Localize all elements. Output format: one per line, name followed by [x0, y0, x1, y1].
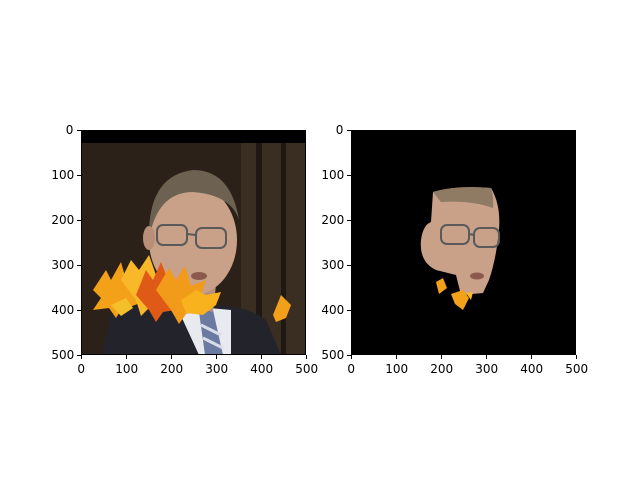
x-tick-mark [575, 355, 577, 359]
y-tick-mark [347, 174, 351, 176]
x-tick-mark [395, 355, 397, 359]
x-tick-label: 0 [77, 362, 86, 376]
y-tick-mark [347, 264, 351, 266]
y-tick-label: 400 [321, 303, 345, 317]
y-tick-mark [347, 309, 351, 311]
x-tick-label: 500 [565, 362, 589, 376]
y-tick-label: 300 [51, 258, 75, 272]
y-tick-label: 500 [321, 348, 345, 362]
image-left-panel [81, 130, 306, 355]
x-tick-label: 500 [295, 362, 319, 376]
x-tick-mark [485, 355, 487, 359]
x-tick-mark [440, 355, 442, 359]
x-tick-mark [125, 355, 127, 359]
x-tick-label: 400 [520, 362, 544, 376]
y-tick-mark [77, 219, 81, 221]
y-tick-mark [347, 129, 351, 131]
y-tick-mark [77, 129, 81, 131]
x-tick-label: 0 [347, 362, 356, 376]
leaf-cluster-left [93, 255, 221, 324]
y-tick-label: 500 [51, 348, 75, 362]
x-tick-mark [80, 355, 82, 359]
y-tick-mark [347, 219, 351, 221]
portrait-with-leaves-image [81, 130, 306, 355]
x-tick-label: 300 [475, 362, 499, 376]
y-tick-label: 100 [321, 168, 345, 182]
y-tick-label: 300 [321, 258, 345, 272]
y-tick-label: 0 [335, 123, 344, 137]
x-tick-label: 100 [115, 362, 139, 376]
y-tick-label: 200 [51, 213, 75, 227]
segmented-face-image [351, 130, 576, 355]
x-tick-label: 200 [160, 362, 184, 376]
x-tick-mark [350, 355, 352, 359]
y-tick-label: 200 [321, 213, 345, 227]
x-tick-label: 300 [205, 362, 229, 376]
x-tick-mark [305, 355, 307, 359]
y-tick-label: 100 [51, 168, 75, 182]
leaf-single [273, 295, 291, 322]
x-tick-mark [530, 355, 532, 359]
y-tick-mark [77, 309, 81, 311]
y-tick-label: 400 [51, 303, 75, 317]
x-tick-mark [170, 355, 172, 359]
y-tick-mark [77, 174, 81, 176]
x-tick-label: 200 [430, 362, 454, 376]
x-tick-label: 400 [250, 362, 274, 376]
x-tick-mark [215, 355, 217, 359]
image-right-panel [351, 130, 576, 355]
y-tick-label: 0 [65, 123, 74, 137]
x-tick-label: 100 [385, 362, 409, 376]
y-tick-mark [77, 264, 81, 266]
x-tick-mark [260, 355, 262, 359]
y-tick-mark [77, 354, 81, 356]
y-tick-mark [347, 354, 351, 356]
